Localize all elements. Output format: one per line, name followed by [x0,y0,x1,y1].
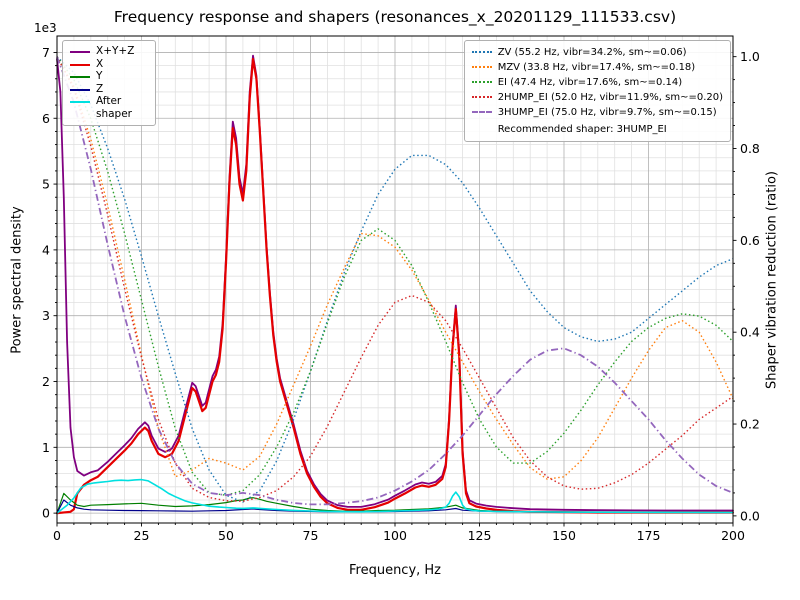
y-tick-label-left: 7 [42,45,50,60]
shaper-curves [56,56,734,506]
legend-label: 3HUMP_EI (75.0 Hz, vibr=9.7%, sm~=0.15) [497,107,717,118]
legend-item-y: Y [70,70,148,83]
series-x [55,57,735,515]
y-tick-label-left: 2 [42,374,50,389]
y-tick-label-right: 0.8 [740,141,760,156]
y-tick-label-left: 4 [42,242,50,257]
legend-item-3HUMP_EI: 3HUMP_EI (75.0 Hz, vibr=9.7%, sm~=0.15) [471,105,723,120]
legend-item-EI: EI (47.4 Hz, vibr=17.6%, sm~=0.14) [471,75,723,90]
legend-label: MZV (33.8 Hz, vibr=17.4%, sm~=0.18) [497,62,696,73]
x-tick-label: 200 [721,528,745,543]
legend-line-sample [471,96,492,98]
legend-label: Z [96,82,104,95]
y-tick-label-right: 0.0 [740,508,760,523]
chart-title: Frequency response and shapers (resonanc… [113,8,677,26]
legend-label: X [96,57,104,70]
legend-item-after-shaper: After shaper [70,95,148,120]
legend-label: Y [96,70,103,83]
tick-labels: 0 25 50 75 100 125 150 175 200 0 1 2 3 4 5 6 7 0.0 0.2 0.4 0… [42,45,760,543]
series-after-shaper [56,478,734,514]
legend-line-sample [471,111,492,113]
legend-label: X+Y+Z [96,45,135,57]
x-tick-label: 125 [468,528,492,543]
legend-line-sample [70,63,90,66]
y-tick-label-right: 0.4 [740,325,760,340]
legend-line-sample [70,76,90,79]
legend-line-sample [70,88,90,91]
legend-psd: X+Y+Z X Y Z After shaper [62,40,156,126]
legend-line-sample [471,51,492,53]
axis-offset-text: 1e3 [34,21,57,35]
y-axis-label-right: Shaper vibration reduction (ratio) [764,171,780,389]
x-tick-label: 0 [53,528,61,543]
legend-label: EI (47.4 Hz, vibr=17.6%, sm~=0.14) [497,77,683,88]
y-tick-label-left: 6 [42,111,50,126]
series-y [56,492,734,514]
series-3HUMP_EI [56,56,734,506]
y-tick-label-left: 5 [42,177,50,192]
tick-marks [53,52,737,527]
x-tick-label: 50 [218,528,234,543]
x-tick-label: 175 [637,528,661,543]
x-tick-label: 25 [134,528,150,543]
legend-item-2HUMP_EI: 2HUMP_EI (52.0 Hz, vibr=11.9%, sm~=0.20) [471,90,723,105]
legend-item-ZV: ZV (55.2 Hz, vibr=34.2%, sm~=0.06) [471,45,723,60]
legend-item-z: Z [70,83,148,96]
legend-item-MZV: MZV (33.8 Hz, vibr=17.4%, sm~=0.18) [471,60,723,75]
psd-curves [55,54,735,515]
y-tick-label-right: 0.6 [740,233,760,248]
y-axis-label-left: Power spectral density [9,206,25,354]
legend-line-sample [70,101,90,104]
series-EI [56,56,734,496]
legend-line-sample [70,51,90,53]
x-tick-label: 100 [383,528,407,543]
y-tick-label-right: 0.2 [740,417,760,432]
y-tick-label-left: 1 [42,440,50,455]
series-MZV [56,56,734,480]
recommended-shaper-note: Recommended shaper: 3HUMP_EI [497,124,667,135]
x-axis-label: Frequency, Hz [348,563,442,578]
x-tick-label: 75 [303,528,319,543]
y-tick-label-right: 1.0 [740,49,760,64]
legend-line-sample [471,66,492,68]
series-2HUMP_EI [56,56,734,502]
legend-line-sample [471,81,492,83]
legend-label: ZV (55.2 Hz, vibr=34.2%, sm~=0.06) [497,47,687,58]
y-tick-label-left: 0 [42,506,50,521]
legend-shapers: ZV (55.2 Hz, vibr=34.2%, sm~=0.06) MZV (3… [463,40,731,142]
y-tick-label-left: 3 [42,308,50,323]
legend-item-x: X [70,58,148,71]
x-tick-label: 150 [552,528,576,543]
legend-label: 2HUMP_EI (52.0 Hz, vibr=11.9%, sm~=0.20) [497,92,723,103]
legend-item-sum: X+Y+Z [70,45,148,58]
legend-label: After shaper [96,95,133,120]
